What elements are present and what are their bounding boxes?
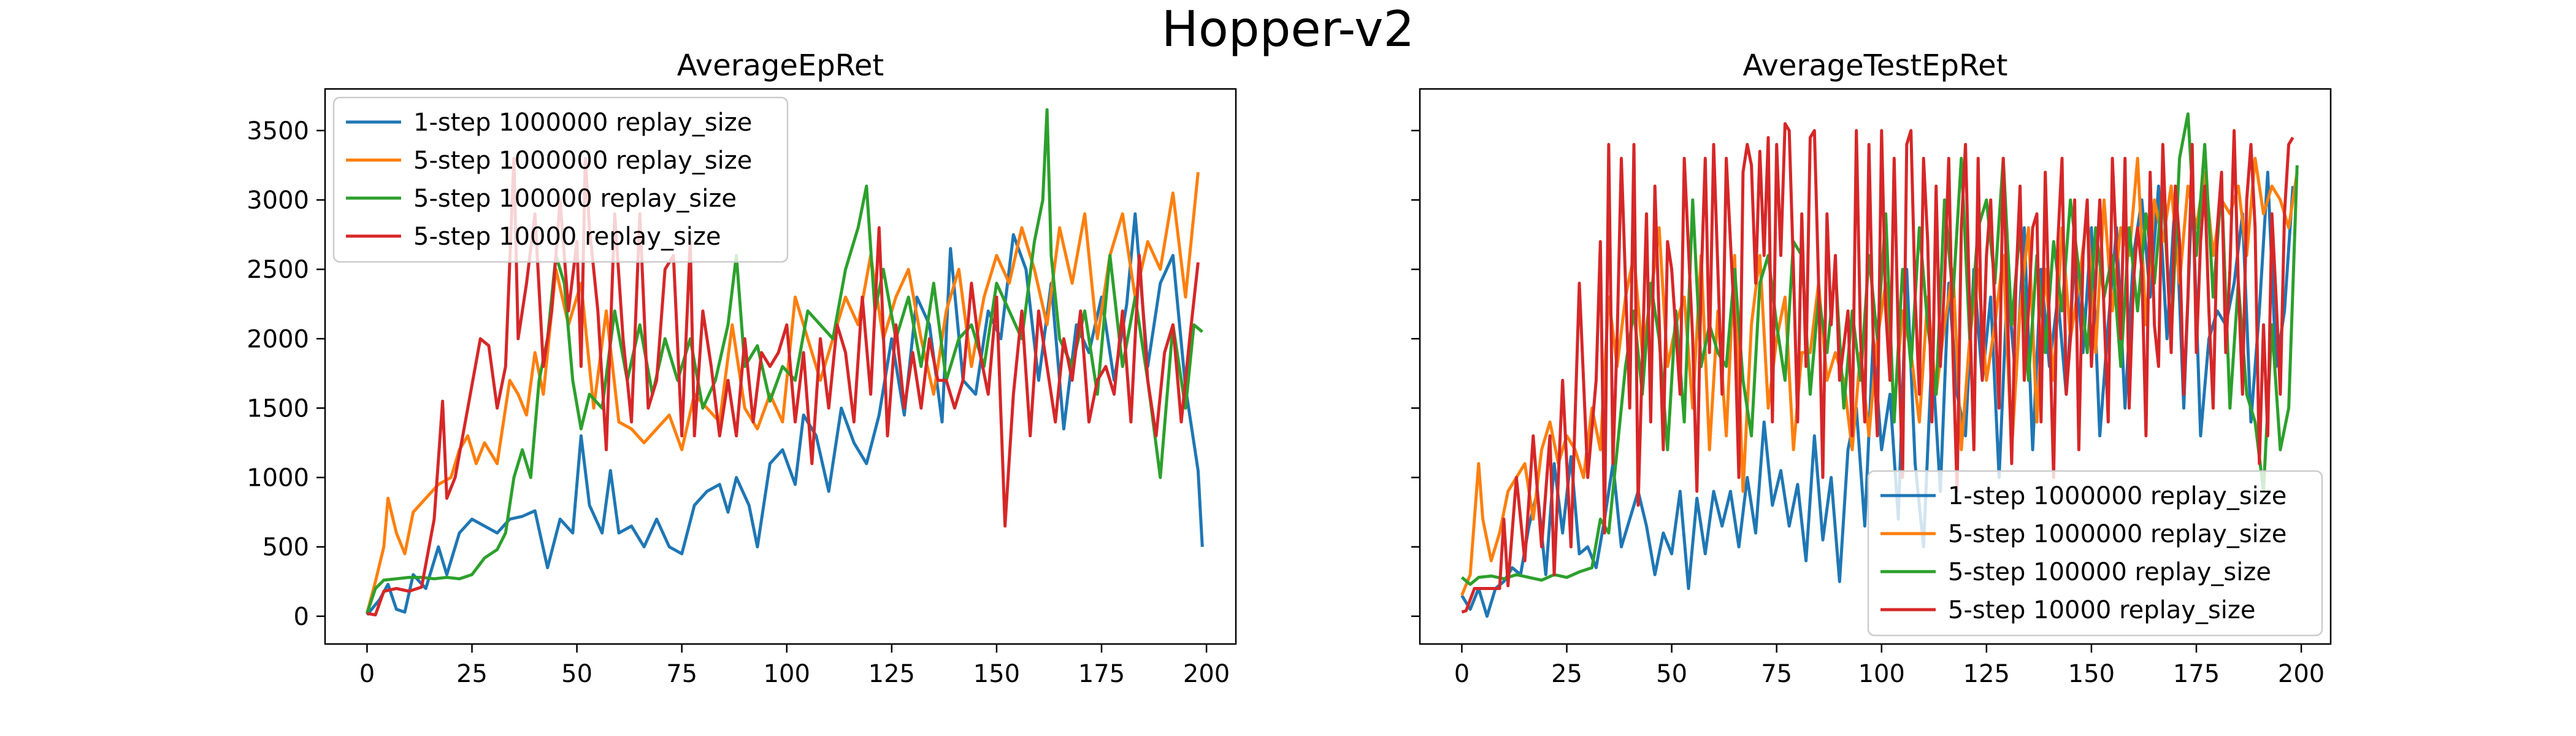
legend-box [332, 96, 789, 263]
y-tick-label: 3000 [247, 186, 309, 215]
legend-box [1867, 470, 2323, 637]
x-tick-label: 0 [1454, 660, 1470, 688]
x-tick-label: 100 [1858, 660, 1905, 688]
series-line-4 [1461, 122, 2294, 614]
x-tick-label: 75 [666, 660, 697, 688]
series-line-1 [366, 212, 1204, 616]
legend-label-2: 5-step 1000000 replay_size [1948, 520, 2287, 548]
figure-suptitle: Hopper-v2 [1162, 1, 1415, 58]
chart-title: AverageTestEpRet [1743, 48, 2008, 83]
series-group [365, 108, 1204, 616]
legend-label-1: 1-step 1000000 replay_size [413, 109, 752, 137]
x-tick-label: 50 [561, 660, 592, 688]
x-tick-label: 125 [1963, 660, 2010, 688]
x-tick-label: 50 [1656, 660, 1687, 688]
y-tick-label: 1000 [247, 464, 309, 493]
y-tick-label: 2000 [247, 325, 309, 353]
legend: 1-step 1000000 replay_size 5-step 1000000… [332, 96, 789, 263]
axes-frame [1419, 88, 2332, 645]
y-tick-label: 3500 [247, 117, 309, 145]
x-tick-label: 200 [1183, 660, 1230, 688]
y-tick-label: 1500 [247, 394, 309, 423]
x-tick-label: 175 [1078, 660, 1125, 688]
series-line-4 [366, 156, 1200, 616]
x-tick-label: 25 [1551, 660, 1582, 688]
chart-panel-averagetestepret: AverageTestEpRet 0 25 50 75 100 125 150 175 200 1-… [1411, 48, 2332, 688]
series-group [1460, 112, 2299, 618]
legend-label-4: 5-step 10000 replay_size [1948, 596, 2256, 624]
x-tick-label: 150 [2068, 660, 2115, 688]
x-tick-label: 75 [1761, 660, 1792, 688]
legend-label-4: 5-step 10000 replay_size [413, 223, 721, 251]
axes-frame [324, 88, 1237, 645]
x-tick-label: 0 [359, 660, 375, 688]
x-tick-label: 200 [2278, 660, 2325, 688]
y-tick-label: 2500 [247, 256, 309, 284]
y-tick-label: 500 [263, 534, 309, 562]
x-tick-label: 100 [764, 660, 810, 688]
y-tick-label: 0 [294, 603, 309, 631]
x-tick-label: 125 [868, 660, 915, 688]
series-line-2 [365, 172, 1200, 614]
series-line-3 [366, 108, 1203, 614]
x-tick-label: 175 [2173, 660, 2220, 688]
x-tick-label: 25 [456, 660, 488, 688]
legend: 1-step 1000000 replay_size 5-step 1000000… [1867, 470, 2323, 637]
legend-label-3: 5-step 100000 replay_size [1948, 558, 2271, 586]
legend-label-1: 1-step 1000000 replay_size [1948, 482, 2287, 510]
x-tick-label: 150 [973, 660, 1020, 688]
legend-label-3: 5-step 100000 replay_size [413, 185, 737, 213]
chart-title: AverageEpRet [677, 48, 884, 83]
legend-label-2: 5-step 1000000 replay_size [413, 147, 752, 175]
